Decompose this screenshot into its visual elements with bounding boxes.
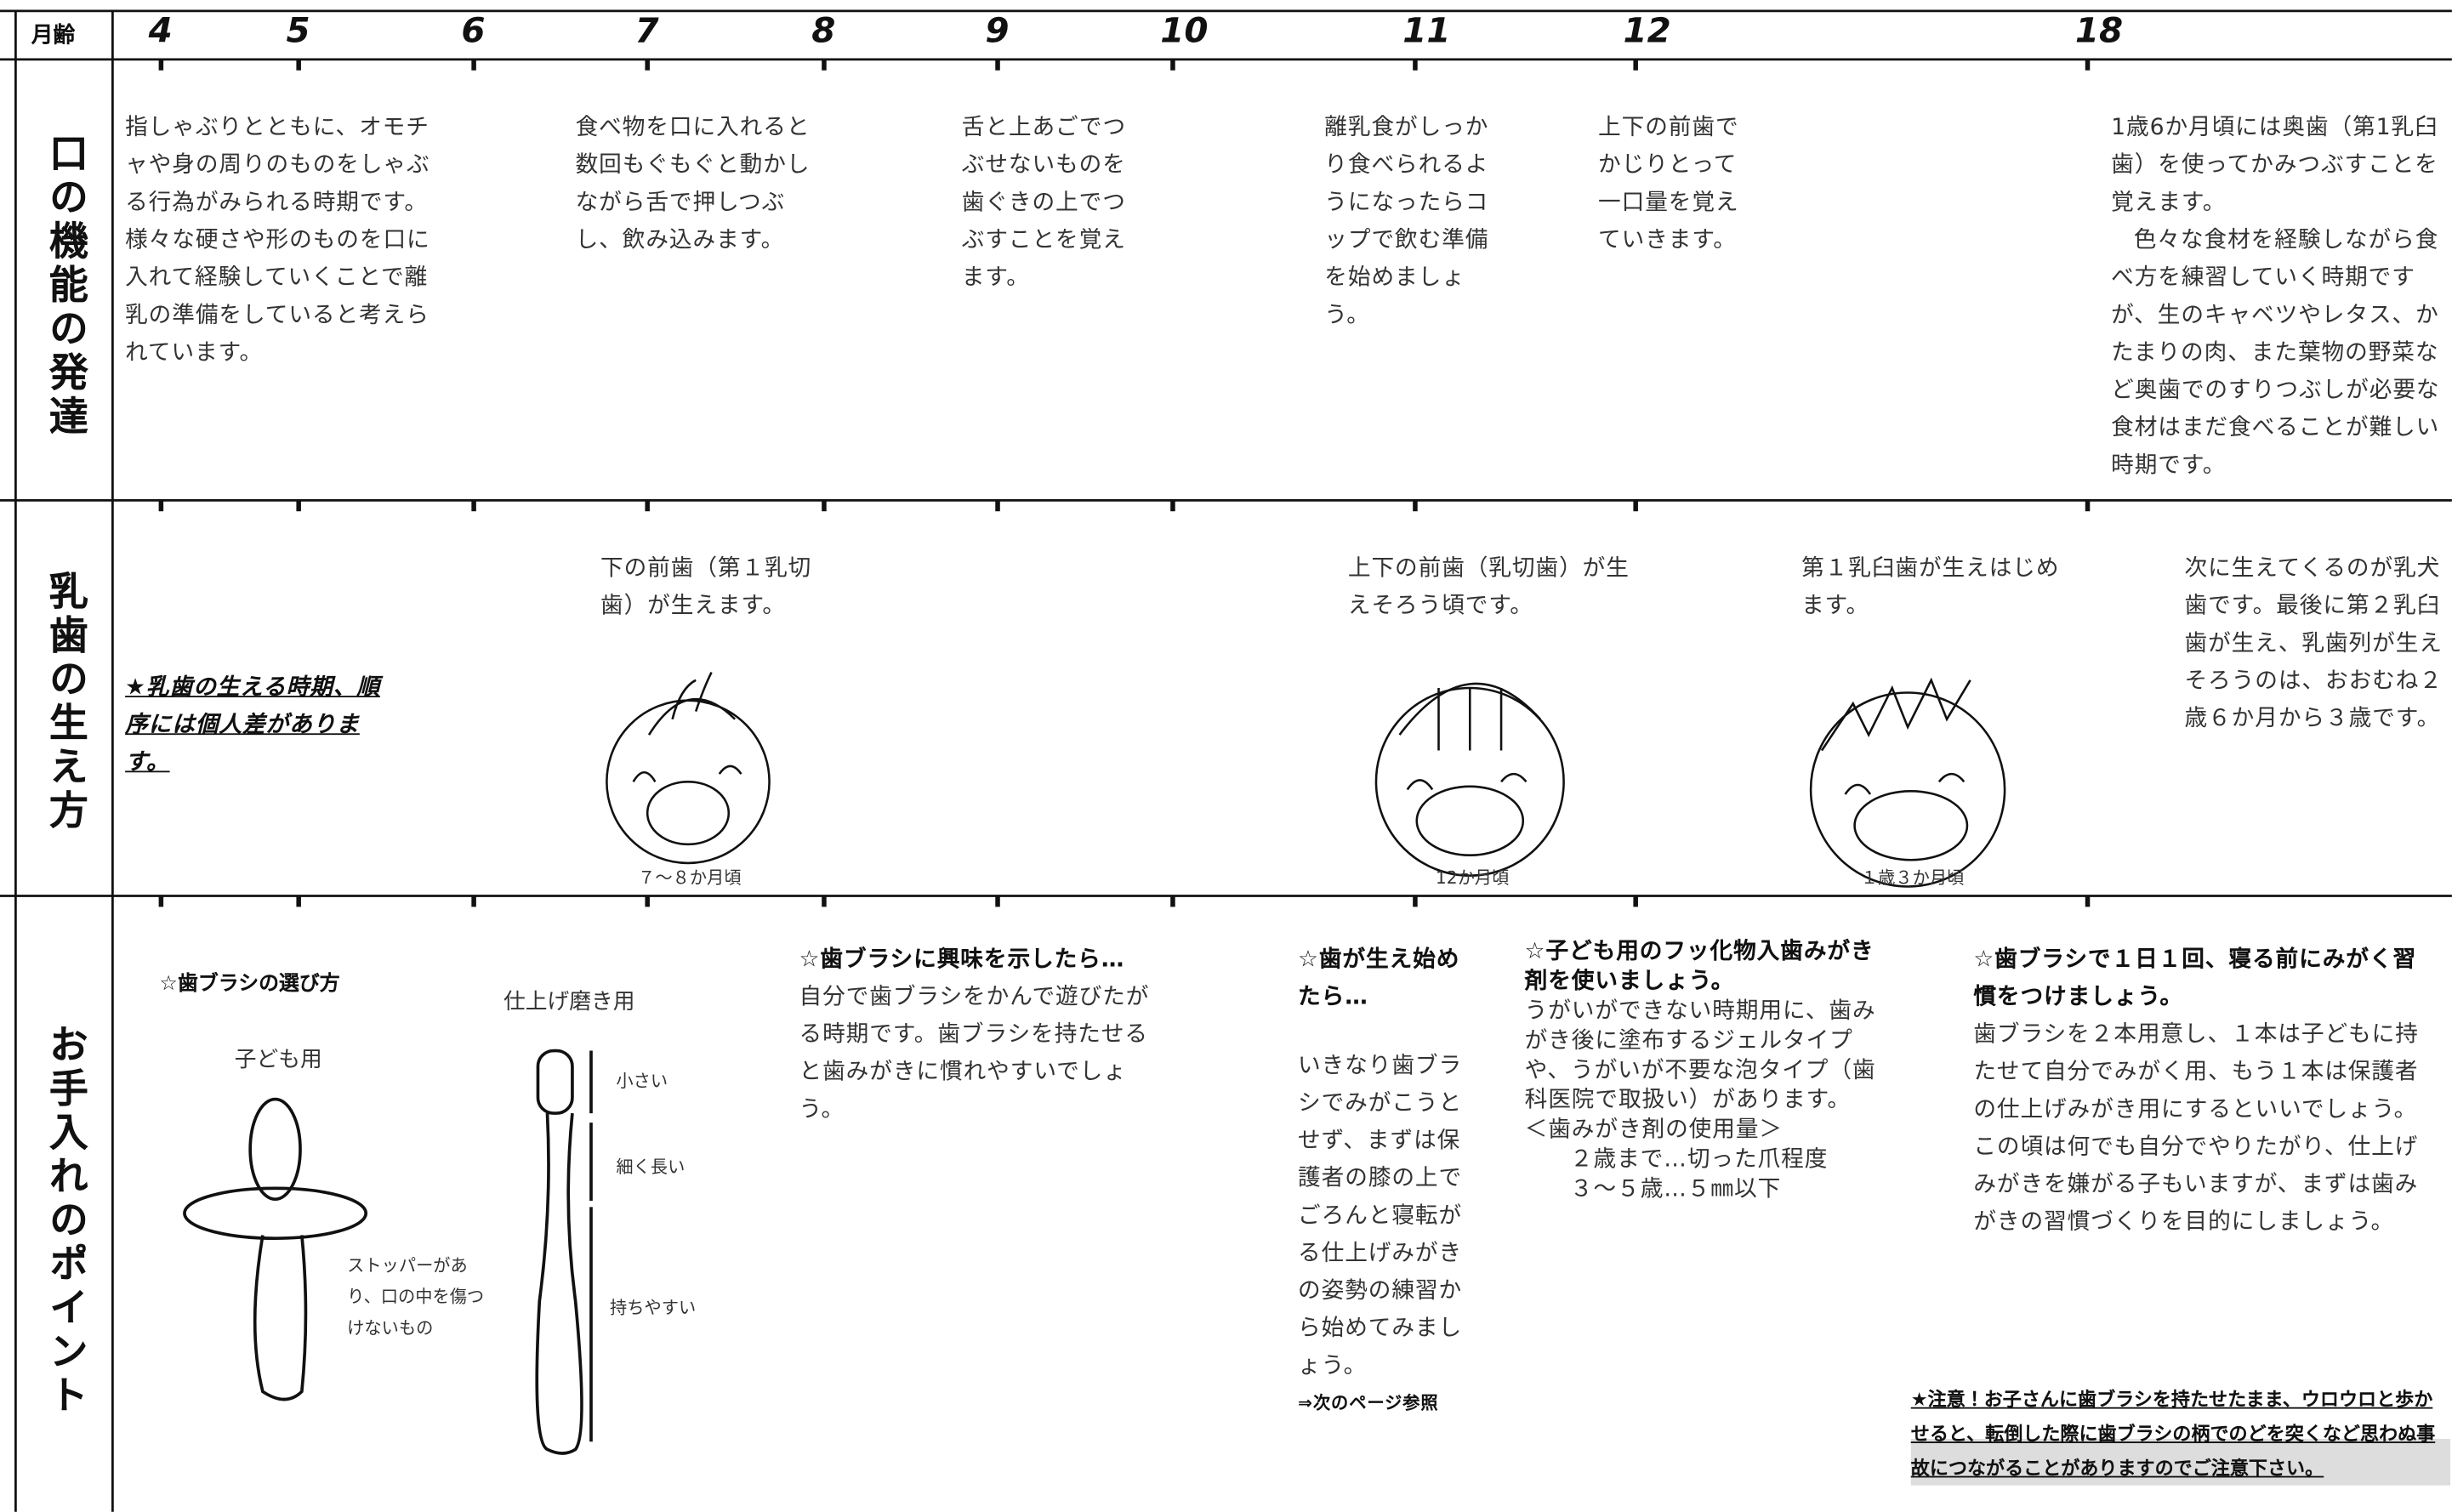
paragraph: この頃は何でも自分でやりたがり、仕上げみがきを嫌がる子もいますが、まずは歯みがき…: [1973, 1134, 2419, 1236]
month-label: 11: [1402, 12, 1451, 52]
month-label: 18: [2074, 12, 2124, 52]
tip: ☆歯ブラシで１日１回、寝る前にみがく習慣をつけましょう。歯ブラシを２本用意し、１…: [1973, 941, 2426, 1242]
cell-text: 指しゃぶりとともに、オモチャや身の周りのものをしゃぶる行為がみられる時期です。様…: [125, 116, 430, 367]
heading: ☆歯ブラシで１日１回、寝る前にみがく習慣をつけましょう。: [1973, 947, 2417, 1010]
cell-text: 第１乳臼歯が生えはじめます。: [1801, 556, 2060, 620]
paragraph: 歯ブラシを２本用意し、１本は子どもに持たせて自分でみがく用、もう１本は保護者の仕…: [1973, 1022, 2419, 1123]
heading: ☆歯が生え始めたら…: [1298, 947, 1460, 1010]
label: 子ども用: [234, 1047, 322, 1073]
heading: ☆歯ブラシに興味を示したら…: [799, 947, 1125, 973]
label: ストッパーがあり、口の中を傷つけないもの: [347, 1255, 485, 1339]
cell-text: 離乳食がしっかり食べられるようになったらコップで飲む準備を始めましょう。: [1324, 116, 1489, 329]
tip: ☆歯ブラシに興味を示したら… 自分で歯ブラシをかんで遊びたがる時期です。歯ブラシを…: [799, 941, 1172, 1129]
paragraph: うがいができない時期用に、歯みがき後に塗布するジェルタイプや、うがいが不要な泡タ…: [1524, 998, 1876, 1114]
note: ★乳歯の生える時期、順序には個人差があります。: [125, 675, 380, 776]
row-title: 口の機能の発達: [43, 133, 89, 440]
heading: ☆歯ブラシの選び方: [159, 972, 340, 997]
caption: １歳３か月頃: [1860, 867, 1965, 889]
tip: ☆子ども用のフッ化物入歯みがき剤を使いましょう。 うがいができない時期用に、歯みが…: [1525, 938, 1891, 1205]
month-label: 9: [985, 12, 1010, 52]
cell-text: 下の前歯（第１乳切歯）が生えます。: [600, 556, 812, 620]
paragraph: ２歳まで…切った爪程度: [1569, 1147, 1829, 1173]
paragraph: ３～５歳…５㎜以下: [1569, 1177, 1782, 1202]
month-label: 6: [461, 12, 486, 52]
row-title: お手入れのポイント: [43, 1024, 89, 1418]
month-label: 4: [148, 12, 173, 52]
note: ⇒次のページ参照: [1298, 1393, 1439, 1414]
paragraph: ＜歯みがき剤の使用量＞: [1524, 1117, 1784, 1144]
month-label: 10: [1160, 12, 1209, 52]
header-label: 月齢: [31, 23, 76, 48]
caption: 12か月頃: [1435, 867, 1510, 889]
month-label: 12: [1623, 12, 1671, 52]
month-label: 5: [286, 12, 310, 52]
month-label: 7: [634, 12, 659, 52]
label: 小さい: [616, 1071, 668, 1092]
cell-text: 食べ物を口に入れると数回もぐもぐと動かしながら舌で押しつぶし、飲み込みます。: [575, 116, 811, 253]
caption: ７～８か月頃: [638, 867, 742, 889]
cell-text: 上下の前歯でかじりとって一口量を覚えていきます。: [1598, 116, 1739, 253]
cell-text: 舌と上あごでつぶせないものを歯ぐきの上でつぶすことを覚えます。: [961, 116, 1127, 291]
paragraph: いきなり歯ブラシでみがこうとせず、まずは保護者の膝の上でごろんと寝転がる仕上げみ…: [1298, 1054, 1463, 1379]
tip: ☆歯が生え始めたら… いきなり歯ブラシでみがこうとせず、まずは保護者の膝の上でごろ…: [1298, 941, 1479, 1423]
month-label: 8: [811, 12, 836, 52]
heading: ☆子ども用のフッ化物入歯みがき剤を使いましょう。: [1524, 939, 1875, 995]
cell-text: 1歳6か月頃には奥歯（第1乳臼歯）を使ってかみつぶすことを覚えます。色々な食材を…: [2111, 110, 2443, 485]
cell-text: 上下の前歯（乳切歯）が生えそろう頃です。: [1347, 556, 1630, 620]
cell-text: 次に生えてくるのが乳犬歯です。最後に第２乳臼歯が生え、乳歯列が生えそろうのは、お…: [2184, 556, 2443, 732]
warning: ★注意！お子さんに歯ブラシを持たせたまま、ウロウロと歩かせると、転倒した際に歯ブ…: [1910, 1382, 2451, 1486]
row-title: 乳歯の生え方: [43, 571, 89, 833]
label: 持ちやすい: [610, 1298, 697, 1318]
label: 細く長い: [616, 1157, 686, 1178]
paragraph: 色々な食材を経験しながら食べ方を練習していく時期ですが、生のキャベツやレタス、か…: [2111, 228, 2440, 479]
label: 仕上げ磨き用: [503, 989, 635, 1015]
paragraph: 1歳6か月頃には奥歯（第1乳臼歯）を使ってかみつぶすことを覚えます。: [2111, 116, 2438, 216]
paragraph: 自分で歯ブラシをかんで遊びたがる時期です。歯ブラシを持たせると歯みがきに慣れやす…: [799, 985, 1150, 1123]
